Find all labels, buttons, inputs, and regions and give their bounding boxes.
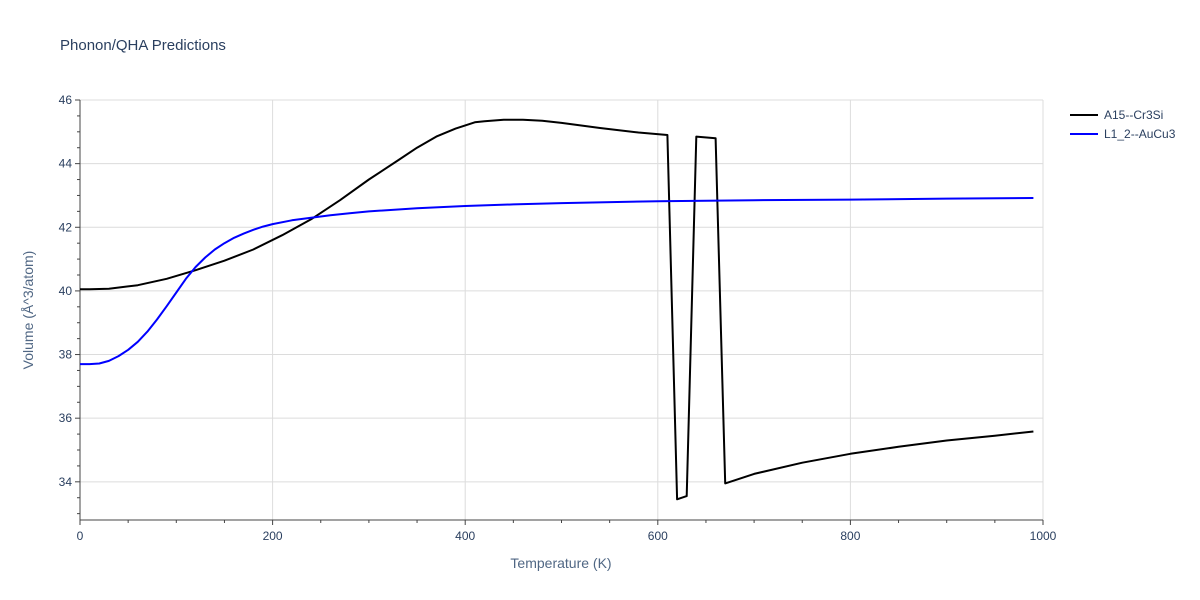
series-line-1 <box>80 197 1034 366</box>
x-tick-label: 600 <box>648 529 668 543</box>
y-tick-label: 36 <box>59 411 73 425</box>
x-axis-title: Temperature (K) <box>510 555 611 571</box>
y-tick-label: 34 <box>59 475 73 489</box>
x-tick-label: 1000 <box>1030 529 1057 543</box>
x-tick-label: 200 <box>263 529 283 543</box>
x-tick-label: 400 <box>455 529 475 543</box>
y-tick-label: 38 <box>59 348 73 362</box>
legend-label: L1_2--AuCu3 <box>1104 127 1176 141</box>
grid <box>80 99 1044 520</box>
axes: 0 200 400 600 800 1000 34 36 38 40 42 44 46 <box>59 93 1057 543</box>
y-tick-label: 42 <box>59 220 73 234</box>
x-tick-label: 0 <box>77 529 84 543</box>
y-tick-label: 46 <box>59 93 73 107</box>
legend-label: A15--Cr3Si <box>1104 108 1163 122</box>
x-tick-label: 800 <box>840 529 860 543</box>
y-axis-title: Volume (Å^3/atom) <box>20 251 36 370</box>
y-tick-label: 40 <box>59 284 73 298</box>
plot-area <box>80 118 1034 501</box>
legend: A15--Cr3Si L1_2--AuCu3 <box>1070 108 1176 141</box>
y-tick-label: 44 <box>59 157 73 171</box>
chart-title: Phonon/QHA Predictions <box>60 37 226 54</box>
series-line-0 <box>80 118 1034 501</box>
